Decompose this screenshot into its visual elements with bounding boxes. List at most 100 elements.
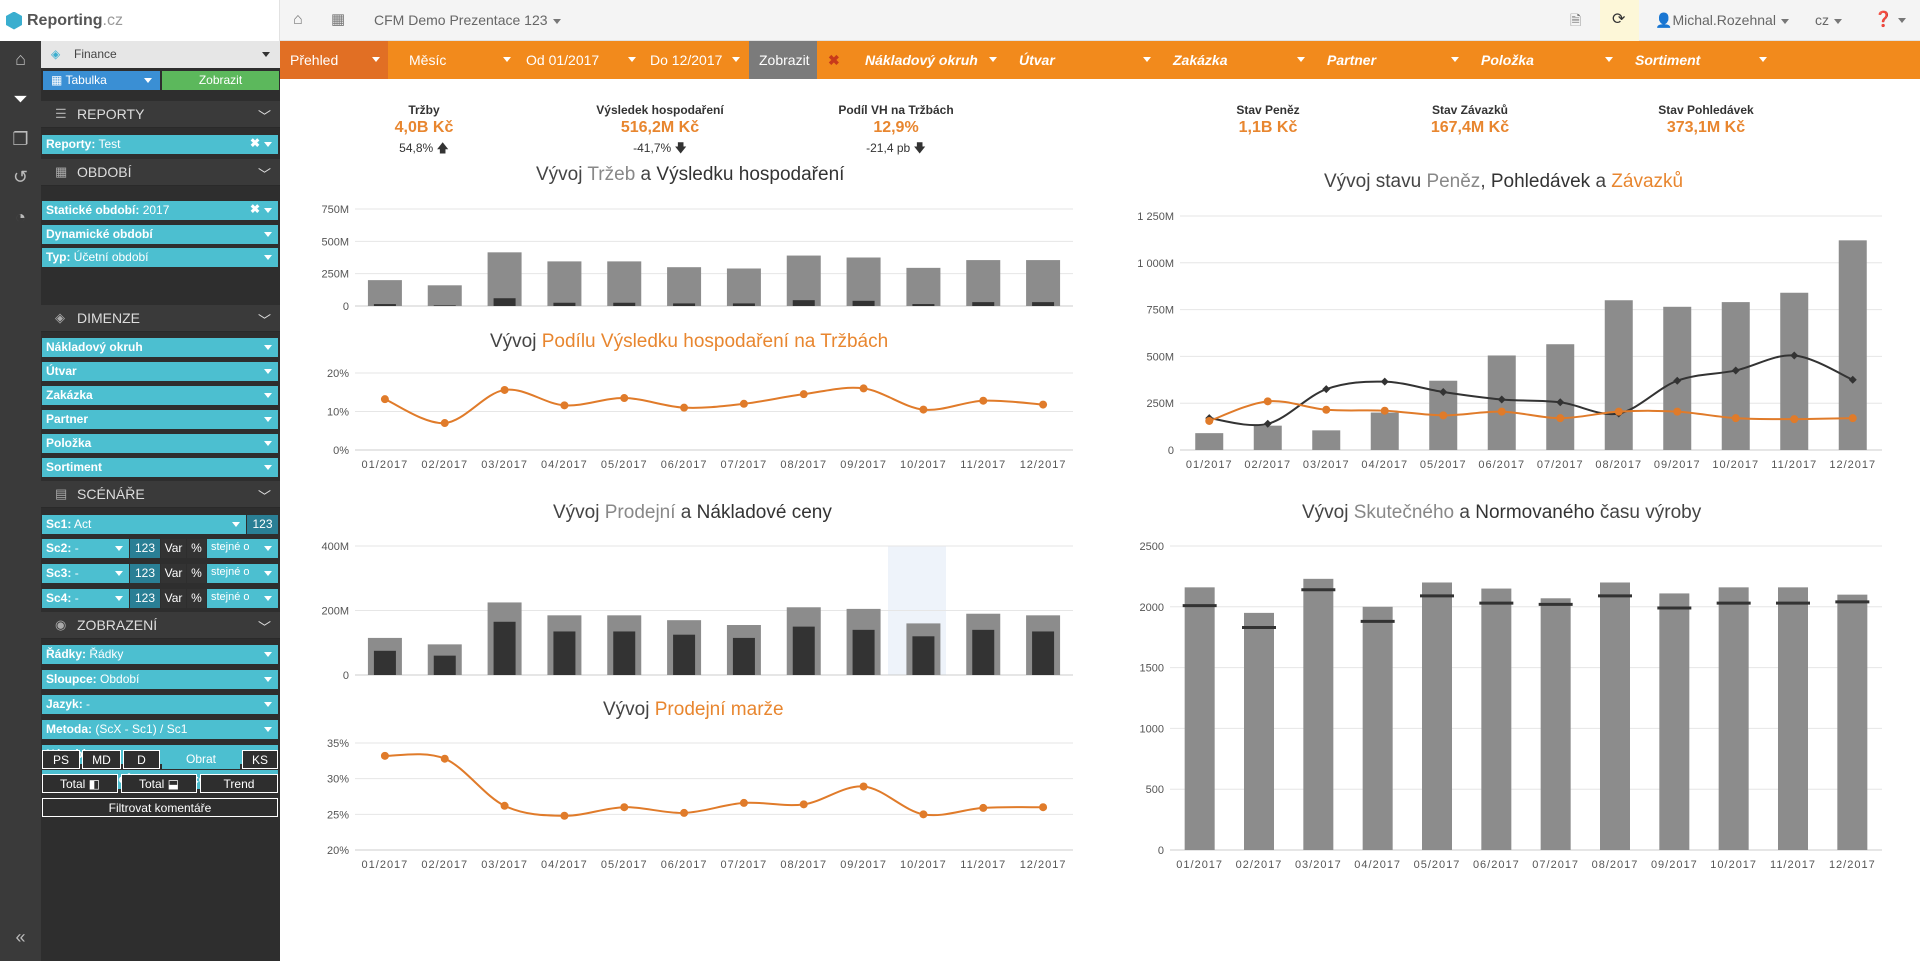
filter-comments-button[interactable]: Filtrovat komentáře	[42, 798, 278, 817]
point-share	[620, 394, 629, 403]
finance-select[interactable]: ◈ Finance	[41, 41, 280, 68]
filter-dimenze-0[interactable]: Nákladový okruh	[42, 338, 278, 357]
month-label: Měsíc	[409, 52, 447, 68]
filter-dimenze-4[interactable]: Položka	[42, 434, 278, 453]
display-option-2[interactable]: Jazyk: -	[42, 695, 278, 714]
filter-reporty[interactable]: Reporty: Test ✖	[42, 135, 278, 154]
same-select[interactable]: stejné o	[207, 589, 278, 608]
mode-button-ps[interactable]: PS	[42, 750, 80, 769]
logo[interactable]: Reporting .cz	[0, 0, 280, 41]
point-payables	[1205, 416, 1214, 425]
dimension-select-1[interactable]: Útvar	[1009, 41, 1159, 79]
clear-icon[interactable]: ✖	[249, 136, 260, 150]
percent-button[interactable]: %	[187, 539, 206, 558]
project-select[interactable]: CFM Demo Prezentace 123	[374, 12, 561, 28]
scenario-value: -	[74, 566, 79, 580]
section-zobrazeni[interactable]: ◉ ZOBRAZENÍ ﹀	[41, 612, 280, 639]
filter-label: Položka	[46, 436, 92, 450]
point-margin	[979, 803, 988, 812]
y-tick-label: 750M	[1146, 305, 1174, 317]
mode-button-ks[interactable]: KS	[242, 750, 278, 769]
dimension-label: Zakázka	[1173, 52, 1228, 68]
x-tick-label: 01/2017	[362, 459, 409, 471]
overview-select[interactable]: Přehled	[280, 41, 388, 79]
scenario-sc3[interactable]: Sc3: -	[42, 564, 129, 583]
language-menu[interactable]: cz	[1815, 12, 1842, 28]
filter-dimenze-5[interactable]: Sortiment	[42, 458, 278, 477]
sc1-number-button[interactable]: 123	[247, 515, 278, 534]
show-filter-button[interactable]: Zobrazit	[749, 41, 817, 79]
display-option-0[interactable]: Řádky: Řádky	[42, 645, 278, 664]
filter-icon[interactable]: ⏷	[13, 89, 28, 109]
dimension-select-0[interactable]: Nákladový okruh	[855, 41, 1005, 79]
total-button-1[interactable]: Total ⬓	[121, 774, 197, 793]
number-button[interactable]: 123	[130, 564, 160, 583]
dimension-select-5[interactable]: Sortiment	[1625, 41, 1775, 79]
percent-button[interactable]: %	[187, 564, 206, 583]
bar-profit	[1032, 302, 1055, 306]
same-select[interactable]: stejné o	[207, 539, 278, 558]
bar-actual-time	[1244, 612, 1274, 850]
clear-icon[interactable]: ✖	[249, 202, 260, 216]
point-share	[979, 396, 988, 405]
display-option-1[interactable]: Sloupce: Období	[42, 670, 278, 689]
dimension-select-3[interactable]: Partner	[1317, 41, 1467, 79]
dimension-select-2[interactable]: Zakázka	[1163, 41, 1313, 79]
document-icon[interactable]: 🗎	[1570, 12, 1582, 28]
history-icon[interactable]: ↺	[12, 167, 29, 187]
var-button[interactable]: Var	[161, 589, 186, 608]
same-select[interactable]: stejné o	[207, 564, 278, 583]
clear-dimensions-icon[interactable]: ✖	[828, 52, 840, 68]
help-icon[interactable]: ❓	[1874, 10, 1906, 30]
scenario-sc2[interactable]: Sc2: -	[42, 539, 129, 558]
bar-cash	[1604, 300, 1633, 450]
filter-obdobi-0[interactable]: Statické období: 2017 ✖	[42, 201, 278, 220]
filter-obdobi-1[interactable]: Dynamické období	[42, 225, 278, 244]
x-tick-label: 12/2017	[1829, 459, 1876, 471]
sync-button[interactable]: ⟳	[1600, 0, 1639, 41]
dashboard-icon[interactable]: ◔	[15, 207, 26, 227]
scenario-sc4[interactable]: Sc4: -	[42, 589, 129, 608]
apps-grid-icon[interactable]: ▦	[331, 11, 346, 28]
number-button[interactable]: 123	[130, 589, 160, 608]
mode-button-md[interactable]: MD	[82, 750, 121, 769]
var-button[interactable]: Var	[161, 564, 186, 583]
view-select[interactable]: ▦ Tabulka	[43, 71, 160, 90]
section-scenare-label: SCÉNÁŘE	[77, 486, 145, 502]
section-reporty[interactable]: ☰ REPORTY ﹀	[41, 101, 280, 128]
number-button[interactable]: 123	[130, 539, 160, 558]
scenario-sc1[interactable]: Sc1: Act	[42, 515, 246, 534]
table-icon: ▦	[51, 73, 66, 87]
chart-title-balances: Vývoj stavu Peněz, Pohledávek a Závazků	[1324, 171, 1684, 192]
eye-icon: ◉	[55, 617, 67, 632]
bar-profit	[972, 302, 995, 306]
bar-revenue	[547, 261, 582, 306]
total-button-2[interactable]: Trend	[200, 774, 278, 793]
to-select[interactable]: Do 12/2017	[640, 41, 748, 79]
section-scenare[interactable]: ▤ SCÉNÁŘE ﹀	[41, 481, 280, 508]
filter-label: Partner	[46, 412, 89, 426]
mode-button-obrat[interactable]: Obrat	[162, 750, 240, 769]
section-dimenze[interactable]: ◈ DIMENZE ﹀	[41, 305, 280, 332]
home-nav-icon[interactable]: ⌂	[15, 49, 26, 69]
x-tick-label: 04/2017	[1361, 459, 1408, 471]
filter-dimenze-2[interactable]: Zakázka	[42, 386, 278, 405]
month-select[interactable]: Měsíc	[399, 41, 519, 79]
collapse-icon[interactable]: «	[15, 927, 26, 947]
dimension-select-4[interactable]: Položka	[1471, 41, 1621, 79]
home-icon[interactable]: ⌂	[293, 11, 303, 28]
section-obdobi[interactable]: ▦ OBDOBÍ ﹀	[41, 159, 280, 186]
percent-button[interactable]: %	[187, 589, 206, 608]
mode-button-d[interactable]: D	[123, 750, 160, 769]
user-menu[interactable]: 👤Michal.Rozehnal	[1655, 12, 1789, 29]
filter-dimenze-3[interactable]: Partner	[42, 410, 278, 429]
display-option-3[interactable]: Metoda: (ScX - Sc1) / Sc1	[42, 720, 278, 739]
from-select[interactable]: Od 01/2017	[516, 41, 644, 79]
copy-icon[interactable]: ❐	[12, 129, 29, 149]
show-button[interactable]: Zobrazit	[162, 71, 279, 90]
var-button[interactable]: Var	[161, 539, 186, 558]
filter-obdobi-2[interactable]: Typ: Účetní období	[42, 248, 278, 267]
same-value: stejné o	[211, 591, 250, 603]
filter-dimenze-1[interactable]: Útvar	[42, 362, 278, 381]
total-button-0[interactable]: Total ◧	[42, 774, 118, 793]
